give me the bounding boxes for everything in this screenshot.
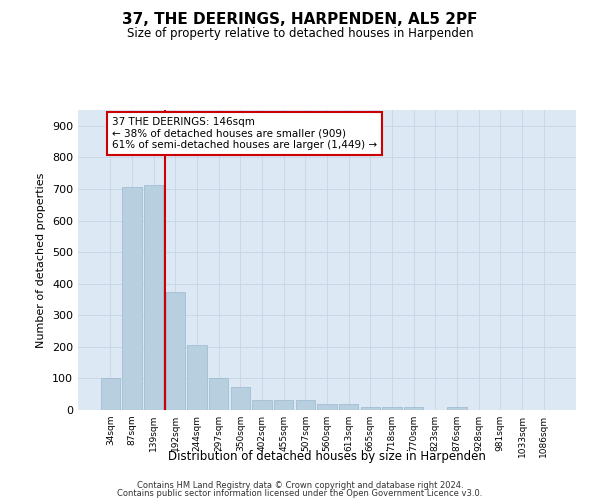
- Bar: [230, 387, 250, 410]
- Bar: [361, 407, 380, 410]
- Bar: [122, 186, 142, 410]
- Bar: [274, 400, 293, 410]
- Bar: [166, 292, 185, 410]
- Bar: [404, 407, 424, 410]
- Text: Contains public sector information licensed under the Open Government Licence v3: Contains public sector information licen…: [118, 488, 482, 498]
- Bar: [447, 407, 467, 410]
- Text: Distribution of detached houses by size in Harpenden: Distribution of detached houses by size …: [168, 450, 486, 463]
- Text: 37 THE DEERINGS: 146sqm
← 38% of detached houses are smaller (909)
61% of semi-d: 37 THE DEERINGS: 146sqm ← 38% of detache…: [112, 117, 377, 150]
- Bar: [317, 404, 337, 410]
- Bar: [296, 400, 315, 410]
- Bar: [209, 378, 229, 410]
- Bar: [144, 185, 163, 410]
- Bar: [252, 400, 272, 410]
- Y-axis label: Number of detached properties: Number of detached properties: [37, 172, 46, 348]
- Bar: [101, 378, 120, 410]
- Text: 37, THE DEERINGS, HARPENDEN, AL5 2PF: 37, THE DEERINGS, HARPENDEN, AL5 2PF: [122, 12, 478, 28]
- Text: Contains HM Land Registry data © Crown copyright and database right 2024.: Contains HM Land Registry data © Crown c…: [137, 481, 463, 490]
- Bar: [339, 404, 358, 410]
- Bar: [382, 407, 402, 410]
- Bar: [187, 346, 207, 410]
- Text: Size of property relative to detached houses in Harpenden: Size of property relative to detached ho…: [127, 28, 473, 40]
